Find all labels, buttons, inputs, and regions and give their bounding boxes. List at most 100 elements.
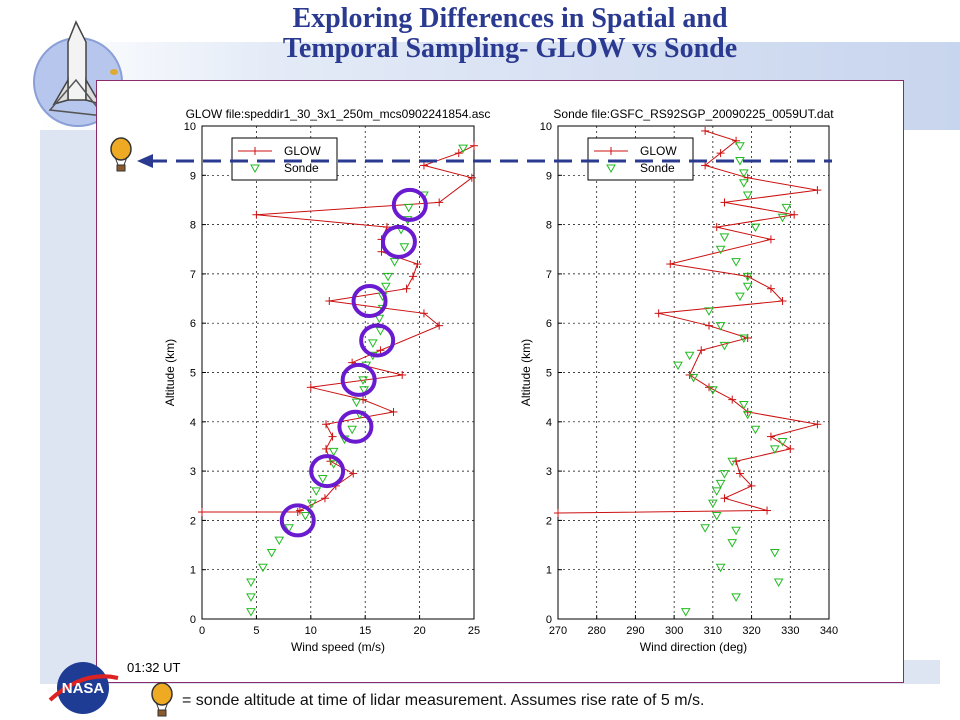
chart1-title: GLOW file:speddir1_30_3x1_250m_mcs090224… (186, 107, 491, 121)
chart2-series-sonde-point (777, 213, 788, 223)
chart1-series-glow-point (306, 383, 315, 392)
chart1-series-sonde-point (383, 272, 393, 282)
chart2-legend-box (587, 137, 694, 181)
chart2-series-sonde-point (731, 258, 741, 267)
chart2-series-sonde-point (773, 578, 784, 588)
chart1-series-glow-point (322, 420, 331, 429)
highlight-circle (391, 187, 428, 222)
chart2-series-glow-point (813, 186, 822, 195)
chart1-y-tick-label: 4 (190, 417, 196, 429)
chart1-y-tick-label: 10 (184, 121, 196, 133)
chart2-y-tick-label: 6 (546, 318, 552, 330)
chart2-legend-label: GLOW (640, 144, 677, 158)
chart2-y-tick-label: 3 (546, 466, 552, 478)
chart1-y-tick-label: 9 (190, 170, 196, 182)
chart1-series-sonde-point (266, 548, 277, 558)
chart1-y-tick-label: 8 (190, 220, 196, 232)
chart1-series-sonde-point (328, 460, 339, 469)
slide-title-line1: Exploring Differences in Spatial and (292, 3, 728, 34)
chart1-y-axis-label: Altitude (km) (163, 339, 177, 406)
chart1-x-tick-label: 5 (253, 625, 259, 637)
highlight-circle (309, 454, 346, 489)
chart1-series-glow-point (419, 309, 428, 318)
chart1-series-glow-point (398, 370, 407, 379)
chart2-series-sonde-point (738, 179, 749, 188)
chart2-series-glow-point (743, 407, 752, 416)
chart2-series-sonde-point (750, 425, 761, 435)
chart1-x-tick-label: 0 (199, 625, 205, 637)
chart2-x-tick-label: 330 (781, 625, 799, 637)
chart1-series-glow-point (467, 173, 476, 182)
chart1-series-glow-point (389, 407, 398, 416)
highlight-circle (380, 224, 417, 259)
chart2-series-sonde-point (673, 361, 683, 371)
chart2-series-glow-point (728, 395, 737, 404)
chart1-series-glow-point (325, 297, 334, 306)
chart2-series-sonde-point (711, 487, 722, 496)
chart2-series-sonde-point (719, 341, 730, 351)
chart1-series-sonde-point (311, 487, 322, 496)
chart1-series-glow-point (322, 444, 331, 453)
chart1-legend-label: Sonde (284, 161, 319, 175)
highlight-circle (359, 323, 396, 358)
chart2-series-sonde-point (684, 351, 695, 361)
chart-panel: 0 5 10 15 20 25 0 1 2 3 4 5 6 7 8 9 10 GLOW file:speddir1… (96, 80, 904, 683)
chart2-y-tick-label: 4 (546, 417, 552, 429)
chart2-series-glow-point (701, 126, 710, 135)
chart1-series-sonde-point (300, 511, 311, 521)
chart2-x-tick-label: 270 (549, 625, 567, 637)
chart2-y-tick-label: 10 (540, 121, 552, 133)
chart2-series-sonde-point (735, 142, 745, 151)
chart2-series-glow-point (735, 469, 744, 478)
chart2-series-glow-point (701, 161, 710, 170)
chart2-y-tick-label: 8 (546, 220, 552, 232)
chart1-y-tick-label: 2 (190, 515, 196, 527)
chart2-series-sonde-point (731, 593, 741, 602)
chart2-x-tick-label: 320 (742, 625, 760, 637)
chart1-series-sonde-point (458, 144, 468, 154)
chart2-series-sonde-point (727, 457, 738, 467)
chart2-series-glow-point (766, 284, 775, 293)
chart2-series-sonde-point (727, 539, 738, 548)
chart2-series-sonde-point (781, 203, 792, 213)
chart1-x-tick-label: 20 (413, 625, 425, 637)
chart1-legend-box (231, 137, 338, 181)
chart2-series-sonde-point (715, 322, 726, 331)
chart2-x-tick-label: 280 (588, 625, 606, 637)
chart1-series-sonde-point (403, 203, 414, 213)
chart1-x-tick-label: 25 (468, 625, 480, 637)
chart1-series-sonde-point (381, 282, 391, 292)
chart2-y-tick-label: 0 (546, 614, 552, 626)
chart2-series-sonde-point (738, 401, 749, 410)
footer-note: = sonde altitude at time of lidar measur… (182, 692, 705, 709)
chart2-series-sonde-point (742, 410, 753, 420)
chart1-series-glow-point (328, 432, 337, 441)
chart2-x-tick-label: 290 (626, 625, 644, 637)
chart2-series-glow-point (720, 494, 729, 503)
chart2-x-tick-label: 310 (704, 625, 722, 637)
chart1-x-tick-label: 10 (305, 625, 317, 637)
chart2-series-glow-point (720, 198, 729, 207)
chart1-series-glow-point (435, 321, 444, 330)
chart1-series-glow-point (377, 247, 386, 256)
chart2-series-sonde-point (700, 524, 710, 533)
chart2-series-glow-point (704, 321, 713, 330)
arrow-head-icon (137, 154, 153, 168)
chart1-series-sonde-point (351, 398, 362, 408)
chart1-series-sonde-point (258, 563, 268, 573)
chart1-series-glow-point (295, 506, 304, 515)
chart2-y-axis-label: Altitude (km) (519, 339, 533, 406)
chart1-series-sonde-point (246, 608, 256, 617)
chart2-x-tick-label: 340 (820, 625, 838, 637)
chart2-series-glow-point (697, 346, 706, 355)
chart2-series-sonde-point (715, 245, 726, 255)
balloon-ropes (114, 156, 128, 166)
chart1-series-glow-point (454, 149, 463, 158)
chart1-series-glow-point (435, 198, 444, 207)
chart2-series-sonde-point (750, 223, 761, 233)
balloon-basket (116, 164, 126, 172)
chart1-y-tick-label: 0 (190, 614, 196, 626)
chart2-series-glow-point (786, 444, 795, 453)
left-band (40, 130, 100, 670)
